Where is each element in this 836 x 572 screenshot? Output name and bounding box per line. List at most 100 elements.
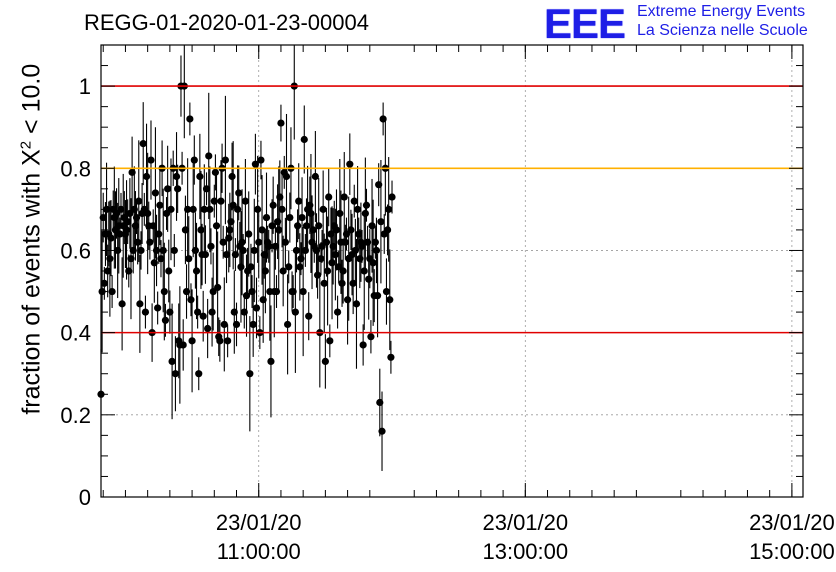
data-point	[362, 201, 371, 209]
data-point	[309, 226, 317, 234]
grid-lines	[101, 45, 803, 497]
data-point	[291, 308, 299, 316]
data-point	[107, 234, 115, 242]
data-point	[224, 337, 232, 345]
data-point	[265, 242, 273, 250]
data-point	[343, 296, 352, 304]
y-tick-label: 1	[79, 74, 91, 99]
data-point	[305, 312, 313, 320]
data-point	[205, 152, 213, 160]
data-point	[139, 140, 147, 148]
data-point	[338, 279, 346, 287]
data-point	[325, 193, 333, 201]
data-point	[379, 115, 387, 123]
x-tick-label-date: 23/01/20	[482, 510, 568, 535]
y-axis-label-sup: 2	[17, 140, 35, 150]
data-point	[311, 172, 319, 181]
data-point	[294, 222, 302, 230]
plot-frame	[100, 44, 804, 498]
data-point	[219, 238, 227, 246]
reference-lines	[101, 85, 803, 334]
data-point	[206, 205, 214, 213]
data-point	[368, 222, 376, 230]
data-point	[172, 172, 181, 181]
data-point	[246, 370, 254, 378]
data-point	[278, 205, 286, 213]
data-point	[201, 250, 210, 259]
data-point	[167, 205, 175, 213]
data-point	[320, 279, 328, 287]
data-point	[386, 296, 394, 304]
data-point	[147, 156, 155, 164]
x-tick-label-date: 23/01/20	[216, 510, 302, 535]
data-point	[350, 197, 358, 205]
logo-caption-line2: La Scienza nelle Scuole	[637, 22, 808, 39]
data-point	[221, 156, 230, 164]
data-point	[360, 267, 368, 275]
y-axis-label-prefix: fraction of events with X	[17, 149, 46, 415]
data-point	[241, 197, 249, 205]
data-point	[100, 279, 108, 287]
data-point	[367, 333, 375, 341]
x-tick-label-time: 15:00:00	[749, 539, 835, 564]
data-point	[346, 160, 354, 168]
data-point	[333, 308, 342, 316]
data-point	[361, 209, 369, 218]
data-point	[262, 213, 271, 222]
data-point	[171, 370, 180, 378]
data-point	[217, 197, 225, 205]
data-point	[328, 259, 336, 267]
data-point	[281, 238, 289, 246]
data-point	[388, 193, 396, 201]
data-point	[282, 172, 291, 181]
data-point	[194, 308, 202, 316]
data-point	[179, 341, 187, 349]
data-point	[168, 357, 176, 365]
data-point	[331, 250, 339, 259]
y-axis-label: fraction of events with X2 < 10.0	[17, 64, 46, 415]
x-tick-label-date: 23/01/20	[749, 510, 835, 535]
data-point	[190, 156, 198, 164]
data-point	[292, 246, 301, 255]
data-point	[245, 230, 253, 238]
data-point	[319, 205, 327, 213]
data-point	[108, 287, 116, 296]
data-point	[136, 300, 144, 308]
data-point	[372, 246, 381, 255]
data-point	[257, 156, 265, 164]
data-point	[267, 357, 275, 365]
x-tick-label-time: 13:00:00	[482, 539, 568, 564]
data-point	[142, 172, 151, 181]
data-point	[359, 341, 367, 349]
data-point	[144, 209, 152, 218]
eee-logo: EEE	[544, 0, 626, 47]
data-point	[336, 209, 344, 218]
data-point	[313, 271, 322, 279]
data-point	[195, 370, 203, 378]
logo-caption-line1: Extreme Energy Events	[637, 3, 806, 20]
data-point	[377, 218, 385, 226]
data-point	[352, 300, 361, 308]
data-point	[298, 213, 306, 222]
data-point	[385, 205, 393, 213]
data-point	[188, 337, 196, 345]
data-point	[235, 189, 243, 197]
data-point	[174, 185, 182, 193]
y-tick-label: 0.8	[60, 156, 91, 181]
data-point	[369, 259, 377, 267]
data-point	[250, 246, 258, 255]
data-point	[116, 230, 124, 238]
data-point	[302, 222, 311, 230]
data-point	[373, 292, 382, 300]
data-point	[261, 267, 269, 275]
data-point	[296, 263, 304, 271]
data-point	[187, 296, 195, 304]
data-point	[347, 226, 355, 234]
data-point	[387, 353, 395, 361]
data-point	[146, 238, 154, 246]
data-point	[322, 238, 331, 246]
y-axis-label-suffix: < 10.0	[17, 63, 46, 141]
data-point	[339, 267, 347, 275]
data-point	[216, 337, 224, 345]
